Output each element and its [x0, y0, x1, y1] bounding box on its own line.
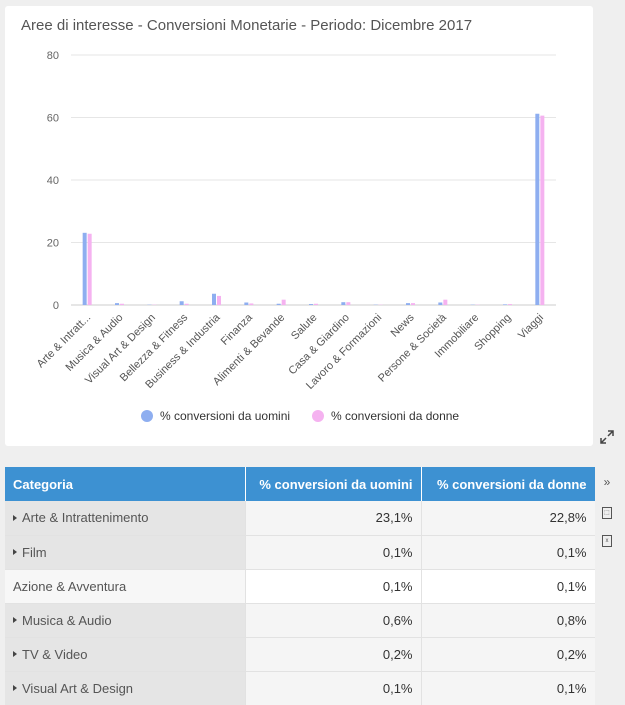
bar[interactable] [244, 302, 249, 306]
caret-right-icon[interactable] [13, 685, 17, 692]
table-row[interactable]: Azione & Avventura 0,1% 0,1% [5, 569, 595, 604]
caret-right-icon[interactable] [13, 514, 17, 521]
row-category-cell[interactable]: TV & Video [5, 637, 246, 672]
bar[interactable] [217, 295, 221, 305]
y-tick-label: 80 [47, 50, 59, 62]
y-tick-label: 40 [47, 175, 59, 187]
row-value-donne: 0,1% [421, 535, 595, 570]
row-category-label: TV & Video [22, 646, 88, 662]
bar[interactable] [179, 301, 184, 305]
row-value-donne: 0,1% [421, 569, 595, 604]
legend-label[interactable]: % conversioni da uomini [160, 409, 290, 423]
x-tick-label: Salute [289, 312, 320, 343]
row-category-cell[interactable]: Visual Art & Design [5, 671, 246, 705]
table-row[interactable]: TV & Video 0,2% 0,2% [5, 637, 595, 672]
row-category-cell[interactable]: Musica & Audio [5, 603, 246, 638]
caret-right-icon[interactable] [13, 651, 17, 658]
row-value-donne: 0,1% [421, 671, 595, 705]
legend-marker[interactable] [312, 410, 324, 422]
double-chevron-right-icon[interactable]: » [603, 475, 611, 489]
bar[interactable] [249, 303, 254, 305]
row-value-uomini: 0,1% [245, 535, 422, 570]
legend-label[interactable]: % conversioni da donne [331, 409, 459, 423]
caret-right-icon[interactable] [13, 617, 17, 624]
row-category-cell: Azione & Avventura [5, 569, 246, 604]
row-value-uomini: 23,1% [245, 501, 422, 536]
x-tick-label: News [389, 311, 417, 339]
bar[interactable] [276, 303, 281, 305]
column-header-categoria[interactable]: Categoria [5, 467, 246, 501]
bar[interactable] [184, 303, 189, 305]
row-value-uomini: 0,1% [245, 569, 422, 604]
legend-marker[interactable] [141, 410, 153, 422]
y-tick-label: 0 [53, 300, 59, 312]
bar[interactable] [212, 293, 216, 305]
caret-right-icon[interactable] [13, 549, 17, 556]
row-category-label: Arte & Intrattenimento [22, 510, 149, 526]
data-table-container: Categoria % conversioni da uomini % conv… [5, 467, 595, 705]
y-tick-label: 20 [47, 238, 59, 250]
y-tick-label: 60 [47, 113, 59, 125]
pdf-file-icon[interactable]: ⬚ [598, 501, 616, 519]
x-tick-label: Arte & Intratt... [35, 312, 94, 371]
bar[interactable] [82, 232, 87, 305]
table-row[interactable]: Film 0,1% 0,1% [5, 535, 595, 570]
row-value-uomini: 0,1% [245, 671, 422, 705]
x-tick-label: Musica & Audio [64, 312, 126, 374]
bar-chart: 0 20 40 60 80 Arte & Intratt...Musica & Audio… [35, 50, 556, 423]
column-header-donne[interactable]: % conversioni da donne [421, 467, 595, 501]
row-value-donne: 22,8% [421, 501, 595, 536]
bar[interactable] [540, 115, 545, 305]
bar[interactable] [341, 302, 346, 305]
table-row[interactable]: Visual Art & Design 0,1% 0,1% [5, 671, 595, 705]
bar[interactable] [508, 304, 512, 305]
row-category-cell[interactable]: Arte & Intrattenimento [5, 501, 246, 536]
chart-title: Aree di interesse - Conversioni Monetari… [21, 17, 473, 34]
bar[interactable] [115, 303, 119, 305]
bar[interactable] [503, 304, 507, 305]
table-tools: » ⬚ x [598, 473, 616, 557]
chart-panel: Aree di interesse - Conversioni Monetari… [5, 6, 614, 446]
table-header-row: Categoria % conversioni da uomini % conv… [5, 467, 595, 501]
bar[interactable] [346, 302, 351, 305]
row-value-uomini: 0,6% [245, 603, 422, 638]
row-category-label: Visual Art & Design [22, 680, 134, 696]
bar[interactable] [535, 113, 540, 305]
x-tick-label: Viaggi [516, 312, 546, 342]
table-row[interactable]: Musica & Audio 0,6% 0,8% [5, 603, 595, 638]
row-category-label: Film [22, 544, 47, 560]
bar[interactable] [406, 303, 410, 305]
bar[interactable] [314, 303, 318, 305]
row-value-uomini: 0,2% [245, 637, 422, 672]
bar[interactable] [443, 299, 448, 305]
row-category-label: Azione & Avventura [13, 578, 127, 594]
row-category-cell[interactable]: Film [5, 535, 246, 570]
bar[interactable] [281, 299, 286, 305]
column-header-uomini[interactable]: % conversioni da uomini [245, 467, 422, 501]
table-row[interactable]: Arte & Intrattenimento 23,1% 22,8% [5, 501, 595, 536]
bar[interactable] [309, 304, 313, 305]
bar[interactable] [87, 233, 92, 305]
row-value-donne: 0,2% [421, 637, 595, 672]
bar[interactable] [411, 303, 415, 305]
excel-file-icon[interactable]: x [598, 529, 616, 547]
row-category-label: Musica & Audio [22, 612, 112, 628]
expand-arrows-icon[interactable] [599, 430, 615, 446]
bar[interactable] [438, 302, 443, 306]
bar[interactable] [120, 303, 124, 305]
row-value-donne: 0,8% [421, 603, 595, 638]
data-table: Categoria % conversioni da uomini % conv… [5, 467, 595, 705]
